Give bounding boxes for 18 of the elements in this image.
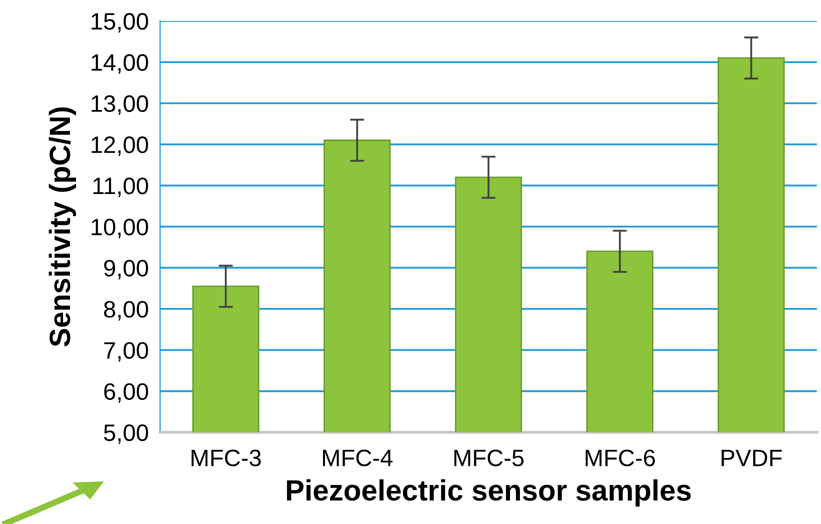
x-tick-label: MFC-5 [454, 450, 524, 466]
y-axis-title: Sensitivity (pC/N) [48, 107, 76, 347]
y-tick-label: 8,00 [104, 300, 148, 320]
x-tick-label: PVDF [722, 450, 782, 466]
y-tick-label: 7,00 [104, 342, 148, 362]
y-tick-label: 6,00 [104, 383, 148, 403]
x-axis-title: Piezoelectric sensor samples [286, 479, 691, 506]
x-tick-label: MFC-6 [586, 450, 655, 466]
x-tick-label: MFC-4 [323, 450, 393, 466]
y-tick-label: 5,00 [104, 424, 148, 444]
y-tick-label: 13,00 [92, 95, 148, 115]
y-tick-label: 14,00 [92, 54, 148, 74]
y-tick-label: 10,00 [92, 218, 148, 238]
y-tick-label: 12,00 [92, 136, 148, 156]
y-tick-label: 11,00 [93, 178, 148, 198]
y-tick-label: 15,00 [92, 13, 148, 33]
y-tick-label: 9,00 [104, 260, 148, 280]
x-tick-label: MFC-3 [192, 450, 261, 466]
